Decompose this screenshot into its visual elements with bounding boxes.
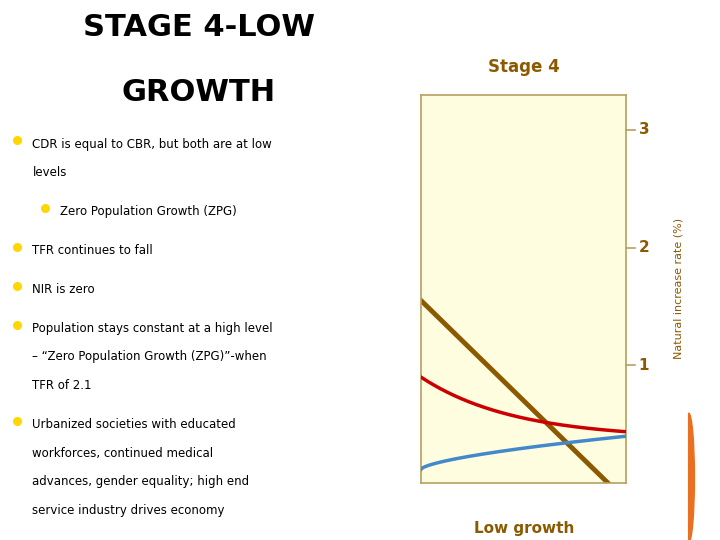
Text: Stage 4: Stage 4: [488, 58, 559, 76]
Text: TFR of 2.1: TFR of 2.1: [32, 379, 92, 392]
Text: TFR continues to fall: TFR continues to fall: [32, 244, 153, 257]
Text: workforces, continued medical: workforces, continued medical: [32, 447, 214, 460]
Text: GROWTH: GROWTH: [122, 78, 276, 107]
Text: 2: 2: [639, 240, 649, 255]
Text: 1: 1: [639, 358, 649, 373]
Text: 3: 3: [639, 123, 649, 137]
Text: levels: levels: [32, 166, 67, 179]
Text: Population stays constant at a high level: Population stays constant at a high leve…: [32, 322, 273, 335]
Text: – “Zero Population Growth (ZPG)”-when: – “Zero Population Growth (ZPG)”-when: [32, 350, 267, 363]
Text: Natural increase rate (%): Natural increase rate (%): [673, 218, 683, 360]
Text: Urbanized societies with educated: Urbanized societies with educated: [32, 418, 236, 431]
Text: STAGE 4-LOW: STAGE 4-LOW: [83, 14, 315, 43]
Text: service industry drives economy: service industry drives economy: [32, 504, 225, 517]
Text: Low growth: Low growth: [474, 521, 574, 536]
Wedge shape: [688, 413, 694, 540]
Text: advances, gender equality; high end: advances, gender equality; high end: [32, 475, 250, 488]
Text: CDR is equal to CBR, but both are at low: CDR is equal to CBR, but both are at low: [32, 138, 272, 151]
Text: Zero Population Growth (ZPG): Zero Population Growth (ZPG): [60, 205, 237, 218]
Text: NIR is zero: NIR is zero: [32, 283, 95, 296]
